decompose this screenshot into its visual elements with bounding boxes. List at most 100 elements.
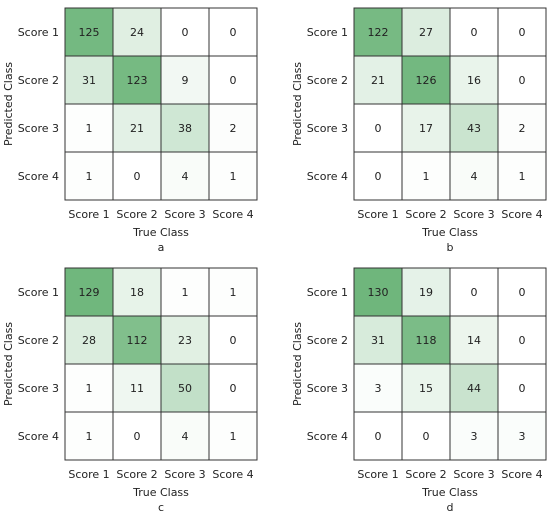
cell-value-label: 129 [79,286,100,299]
cell-value-label: 18 [130,286,144,299]
cell-value-label: 4 [182,430,189,443]
matrix-cell [449,55,499,105]
matrix-cell [64,315,114,365]
panel-label: b [447,241,454,254]
x-tick-label: Score 1 [357,468,398,481]
cell-value-label: 3 [471,430,478,443]
y-tick-label: Score 1 [18,286,59,299]
y-tick-label: Score 3 [307,382,348,395]
matrix-cell [401,103,451,153]
y-axis-title: Predicted Class [291,62,304,146]
matrix-cell [112,103,162,153]
y-tick-label: Score 3 [18,382,59,395]
y-tick-label: Score 3 [307,122,348,135]
cell-value-label: 1 [86,122,93,135]
matrix-cell [401,315,451,365]
cell-value-label: 0 [375,430,382,443]
matrix-cell [112,315,162,365]
cell-value-label: 0 [519,334,526,347]
cell-value-label: 38 [178,122,192,135]
cell-value-label: 2 [230,122,237,135]
x-tick-label: Score 1 [357,208,398,221]
cell-value-label: 2 [519,122,526,135]
cell-value-label: 0 [230,26,237,39]
matrix-cell [208,151,258,201]
cell-value-label: 44 [467,382,481,395]
x-tick-label: Score 4 [501,468,542,481]
cell-value-label: 31 [82,74,96,87]
y-tick-label: Score 2 [307,74,348,87]
cell-value-label: 125 [79,26,100,39]
matrix-cell [353,151,403,201]
matrix-cell [208,315,258,365]
cell-value-label: 3 [375,382,382,395]
x-tick-label: Score 3 [164,468,205,481]
matrix-border [353,7,547,201]
matrix-cell [160,363,210,413]
cell-value-label: 17 [419,122,433,135]
matrix-cell [64,7,114,57]
cell-value-label: 43 [467,122,481,135]
cell-value-label: 19 [419,286,433,299]
cell-value-label: 1 [182,286,189,299]
cell-value-label: 1 [230,170,237,183]
y-axis-title: Predicted Class [291,322,304,406]
cell-value-label: 118 [416,334,437,347]
y-tick-label: Score 2 [18,334,59,347]
confusion-matrix-d: 130 19 0 0 31 118 14 0 3 15 44 0 0 0 3 3 Score 1 Score 2 S… [291,267,547,514]
cell-value-label: 0 [519,382,526,395]
matrix-cell [497,151,547,201]
cell-value-label: 28 [82,334,96,347]
cell-value-label: 1 [86,430,93,443]
y-tick-label: Score 2 [18,74,59,87]
cell-value-label: 21 [130,122,144,135]
confusion-matrix-b: 122 27 0 0 21 126 16 0 0 17 43 2 0 1 4 1 Score 1 Score 2 S… [291,7,547,254]
cell-value-label: 14 [467,334,481,347]
matrix-cell [112,7,162,57]
y-axis-title: Predicted Class [2,62,15,146]
x-tick-label: Score 4 [212,208,253,221]
matrix-cell [401,411,451,461]
cell-value-label: 31 [371,334,385,347]
cell-value-label: 123 [127,74,148,87]
cell-value-label: 9 [182,74,189,87]
x-axis-title: True Class [132,226,189,239]
cell-value-label: 0 [471,286,478,299]
matrix-cell [208,411,258,461]
matrix-cell [208,103,258,153]
cell-value-label: 0 [519,26,526,39]
cell-value-label: 1 [230,286,237,299]
y-tick-label: Score 3 [18,122,59,135]
matrix-cell [208,363,258,413]
cell-value-label: 0 [230,382,237,395]
cell-value-label: 0 [134,430,141,443]
cell-value-label: 126 [416,74,437,87]
x-tick-label: Score 3 [453,468,494,481]
cell-value-label: 0 [471,26,478,39]
matrix-cell [160,267,210,317]
matrix-cell [449,151,499,201]
y-tick-label: Score 4 [307,170,348,183]
matrix-cell [449,103,499,153]
x-tick-label: Score 3 [453,208,494,221]
cell-value-label: 0 [230,74,237,87]
x-tick-label: Score 2 [116,468,157,481]
panel-label: a [158,241,165,254]
cell-value-label: 1 [230,430,237,443]
cell-value-label: 112 [127,334,148,347]
x-tick-label: Score 3 [164,208,205,221]
matrix-cell [401,363,451,413]
cell-value-label: 15 [419,382,433,395]
cell-value-label: 0 [375,122,382,135]
cell-value-label: 1 [519,170,526,183]
cell-value-label: 0 [519,74,526,87]
x-axis-title: True Class [132,486,189,499]
x-tick-label: Score 2 [116,208,157,221]
y-tick-label: Score 2 [307,334,348,347]
matrix-cell [208,55,258,105]
matrix-cell [401,7,451,57]
cell-value-label: 4 [182,170,189,183]
cell-value-label: 0 [423,430,430,443]
matrix-cell [353,267,403,317]
